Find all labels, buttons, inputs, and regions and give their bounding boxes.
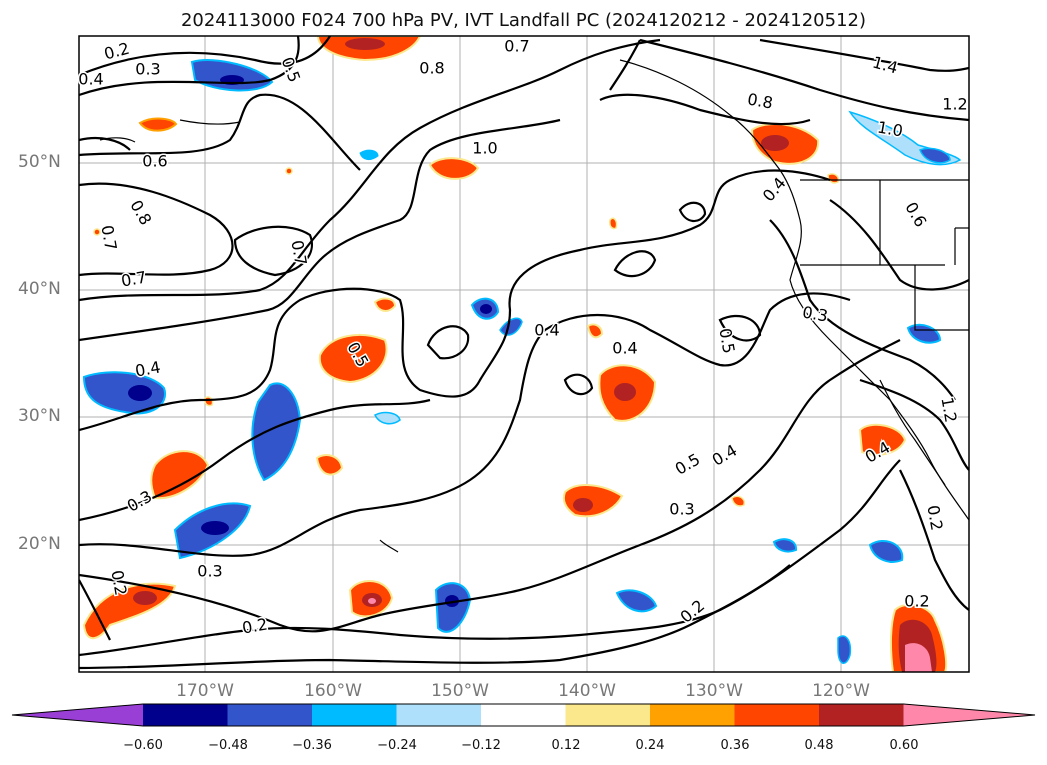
contour-label: 0.2 [107, 569, 130, 597]
lat-label-30n: 30°N [18, 406, 61, 426]
pv-negative-area [919, 147, 951, 164]
contour-label: 0.2 [923, 504, 946, 532]
contour-label: 1.2 [942, 95, 967, 114]
contour-label: 0.3 [669, 500, 694, 519]
contour-label: 0.3 [197, 562, 222, 581]
pv-positive-area [150, 450, 210, 500]
contour-label: 1.0 [472, 139, 497, 158]
lat-label-50n: 50°N [18, 152, 61, 172]
contour-label: 0.6 [142, 152, 167, 171]
pv-positive-area [586, 323, 604, 339]
pv-positive-area [731, 495, 746, 507]
contour-label: 0.8 [746, 89, 774, 112]
lon-label-120w: 120°W [812, 681, 870, 701]
pv-negative-core [445, 595, 459, 607]
lon-label-170w: 170°W [176, 681, 234, 701]
contour-label: 0.7 [287, 239, 310, 267]
pv-positive-area [858, 423, 907, 456]
colorbar-tick: −0.60 [123, 738, 163, 753]
colorbar-tick: −0.12 [461, 738, 501, 753]
colorbar-tick: 0.12 [551, 738, 581, 753]
colorbar-outline [11, 703, 1036, 727]
pv-positive-core [761, 135, 789, 151]
pv-positive-core [133, 591, 157, 605]
contour-label: 0.2 [904, 592, 929, 611]
pv-positive-core [573, 498, 593, 512]
contour-label: 1.2 [937, 396, 960, 424]
pv-positive-area [93, 228, 101, 236]
ivt-contours [79, 36, 969, 670]
colorbar-extend-high [903, 704, 1035, 726]
contour-label: 0.4 [612, 339, 637, 358]
pv-negative-area [615, 589, 658, 613]
lon-label-130w: 130°W [685, 681, 743, 701]
contour-label: 0.4 [78, 70, 103, 89]
pv-negative-core [201, 521, 229, 535]
colorbar [11, 703, 1036, 727]
colorbar-segment [650, 704, 735, 726]
pv-negative-area [359, 149, 379, 161]
pv-positive-center [368, 598, 376, 604]
colorbar-extend-low [12, 704, 143, 726]
pv-positive-core [345, 38, 385, 50]
colorbar-segment [565, 704, 651, 726]
colorbar-segment [734, 704, 820, 726]
pv-positive-core [614, 383, 636, 401]
colorbar-tick: 0.48 [804, 738, 834, 753]
pv-negative-area [837, 635, 852, 664]
lat-label-40n: 40°N [18, 279, 61, 299]
colorbar-tick: −0.36 [292, 738, 332, 753]
colorbar-tick: −0.24 [377, 738, 417, 753]
pv-positive-area [318, 334, 388, 384]
colorbar-segment [143, 704, 228, 726]
lat-label-20n: 20°N [18, 534, 61, 554]
lon-label-140w: 140°W [558, 681, 616, 701]
pv-anomaly-shading [82, 36, 962, 672]
lon-label-150w: 150°W [431, 681, 489, 701]
contour-label: 0.3 [135, 60, 160, 79]
contour-label: 0.7 [504, 37, 529, 56]
coastlines [99, 59, 969, 553]
pv-positive-area [609, 217, 618, 230]
pv-negative-core [480, 304, 492, 314]
map-title: 2024113000 F024 700 hPa PV, IVT Landfall… [180, 10, 867, 31]
colorbar-tick: −0.48 [208, 738, 248, 753]
pv-negative-area [251, 382, 302, 482]
pv-negative-area [772, 538, 798, 553]
pv-positive-area [428, 157, 480, 180]
pv-negative-core [128, 385, 152, 401]
pv-positive-area [204, 396, 214, 407]
colorbar-tick: 0.24 [635, 738, 665, 753]
colorbar-segment [396, 704, 482, 726]
contour-label: 0.4 [534, 321, 559, 340]
colorbar-tick: 0.60 [889, 738, 919, 753]
colorbar-segment [227, 704, 313, 726]
contour-label: 0.4 [134, 357, 162, 380]
colorbar-segment [481, 704, 566, 726]
pv-negative-area [868, 540, 904, 563]
map-frame [78, 35, 970, 673]
pv-positive-area [315, 454, 344, 476]
lon-label-160w: 160°W [304, 681, 362, 701]
pv-positive-area [138, 117, 178, 132]
colorbar-segment [312, 704, 397, 726]
contour-label: 0.8 [419, 59, 444, 78]
contour-label: 0.2 [241, 614, 269, 637]
pv-positive-center [905, 643, 932, 672]
colorbar-tick: 0.36 [720, 738, 750, 753]
colorbar-segment [819, 704, 904, 726]
pv-positive-area [373, 297, 397, 312]
pv-negative-area [906, 323, 942, 344]
pv-negative-area [373, 411, 401, 425]
pv-positive-area [285, 167, 293, 175]
